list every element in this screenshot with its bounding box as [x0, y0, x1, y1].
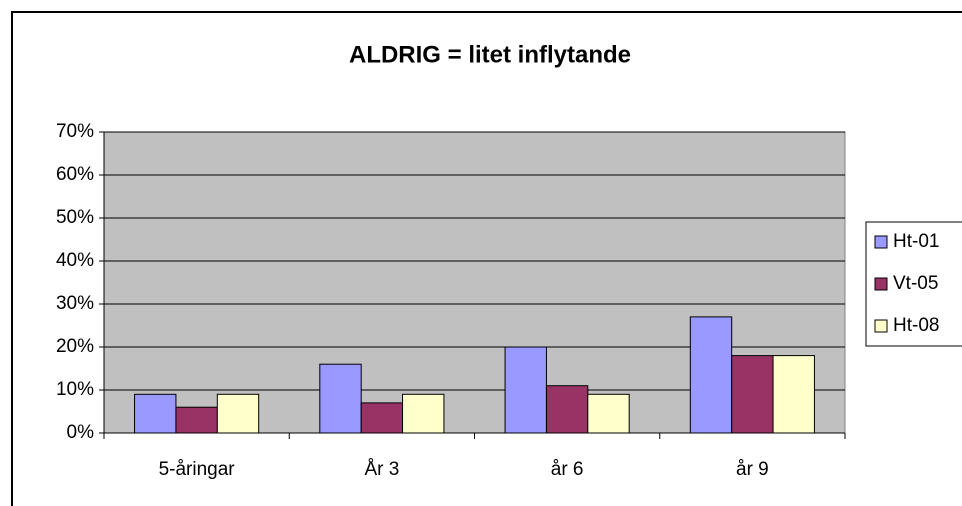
y-tick-label: 10% [56, 379, 94, 400]
y-tick-label: 20% [56, 336, 94, 357]
y-tick-label: 50% [56, 207, 94, 228]
y-tick-label: 70% [56, 121, 94, 142]
legend-swatch [874, 319, 888, 333]
bar [587, 393, 630, 434]
bar [319, 363, 362, 434]
y-tick-label: 40% [56, 250, 94, 271]
chart-title: ALDRIG = litet inflytande [349, 41, 631, 68]
bar [175, 406, 218, 434]
x-tick-label: år 6 [551, 459, 584, 480]
y-tick-label: 0% [67, 422, 95, 443]
y-tick-label: 60% [56, 164, 94, 185]
legend-swatch [874, 277, 888, 291]
x-tick-label: År 3 [364, 459, 399, 480]
x-tick-label: år 9 [736, 459, 769, 480]
bar [360, 402, 404, 434]
bar [731, 355, 774, 434]
bar [545, 385, 589, 434]
legend-swatch [874, 235, 888, 249]
bar [772, 355, 815, 434]
bar [134, 393, 177, 434]
legend-label: Ht-08 [893, 315, 939, 336]
y-tick-label: 30% [56, 293, 94, 314]
bar [504, 346, 547, 434]
bar [402, 393, 445, 434]
legend-label: Ht-01 [893, 231, 939, 252]
bar [216, 393, 260, 434]
bar [689, 316, 733, 434]
legend-label: Vt-05 [893, 273, 938, 294]
x-tick-label: 5-åringar [159, 459, 236, 480]
